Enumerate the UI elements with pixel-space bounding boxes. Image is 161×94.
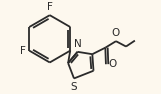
Text: S: S [71, 82, 77, 92]
Text: N: N [74, 39, 81, 49]
Text: F: F [20, 46, 26, 56]
Text: O: O [112, 28, 120, 38]
Text: O: O [109, 59, 117, 69]
Text: F: F [47, 2, 53, 12]
